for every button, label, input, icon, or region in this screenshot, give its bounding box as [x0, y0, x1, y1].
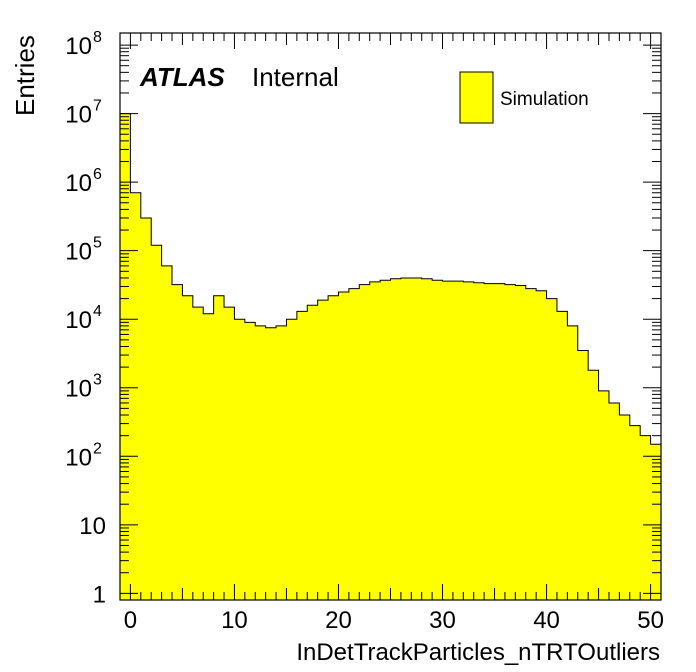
histogram-bar: [452, 281, 464, 600]
y-tick-label: 10 8: [65, 29, 102, 60]
y-tick-base: 10: [65, 239, 92, 266]
histogram-bar: [307, 305, 319, 600]
y-tick-base: 10: [65, 102, 92, 129]
histogram-bar: [151, 245, 163, 600]
histogram-outline: [120, 113, 661, 445]
y-tick-base: 10: [65, 376, 92, 403]
y-tick-exponent: 7: [93, 98, 102, 115]
y-tick-exponent: 3: [93, 372, 102, 389]
x-tick-label: 30: [429, 607, 456, 634]
histogram-bar: [484, 283, 495, 600]
histogram-bar: [328, 295, 339, 600]
x-axis-tick-labels: 0 10 20 30 40 50: [124, 607, 664, 634]
histogram-bar: [369, 281, 381, 600]
y-tick-base: 10: [65, 33, 92, 60]
internal-label: Internal: [252, 62, 339, 92]
histogram-bar: [546, 298, 558, 600]
y-tick-label: 10 2: [65, 440, 102, 471]
histogram-bar: [172, 284, 183, 600]
y-tick-label: 10 7: [65, 98, 102, 129]
histogram-bar: [140, 217, 152, 601]
x-axis-ticks: [129, 33, 652, 600]
histogram-bar: [442, 281, 454, 600]
histogram-bar: [286, 319, 298, 600]
histogram-bar: [463, 281, 475, 600]
y-tick-exponent: 2: [93, 440, 102, 457]
histogram-bar: [556, 311, 568, 600]
histogram-bar: [494, 283, 506, 600]
histogram-bar: [234, 319, 246, 600]
histogram-bar: [504, 284, 516, 600]
histogram-bar: [380, 280, 391, 600]
x-tick-label: 20: [325, 607, 352, 634]
x-tick-label: 0: [124, 607, 137, 634]
histogram-bar: [577, 350, 589, 600]
y-tick-base: 10: [65, 444, 92, 471]
y-tick-base: 10: [65, 170, 92, 197]
histogram-bar: [120, 113, 131, 601]
y-tick-exponent: 8: [93, 29, 102, 46]
y-tick-label: 10 4: [65, 303, 102, 334]
histogram-bar: [536, 290, 547, 600]
y-axis-label: Entries: [10, 35, 40, 116]
histogram-bar: [390, 278, 402, 600]
x-tick-label: 10: [221, 607, 248, 634]
y-tick-label: 10 6: [65, 166, 102, 197]
y-tick-exponent: 5: [93, 235, 102, 252]
legend-label-simulation: Simulation: [500, 89, 589, 110]
legend: Simulation: [459, 71, 589, 124]
y-tick-base: 10: [79, 513, 106, 540]
y-tick-exponent: 4: [93, 303, 102, 320]
histogram-bar: [432, 280, 443, 600]
legend-swatch-simulation: [459, 71, 494, 124]
histogram-bar: [411, 277, 423, 600]
histogram-bar: [296, 311, 308, 600]
y-tick-base: 10: [65, 307, 92, 334]
y-tick-exponent: 6: [93, 166, 102, 183]
x-tick-label: 40: [533, 607, 560, 634]
atlas-label: ATLAS: [139, 62, 225, 92]
histogram-bar: [421, 278, 433, 600]
histogram-bar: [213, 295, 225, 600]
histogram-bar: [203, 313, 215, 600]
histogram-bar: [525, 288, 537, 600]
histogram-bar: [224, 307, 235, 600]
atlas-annotation: ATLAS Internal: [139, 62, 339, 92]
x-axis-label: InDetTrackParticles_nTRTOutliers: [296, 639, 660, 666]
histogram-bar: [348, 288, 360, 600]
histogram-bar: [650, 444, 662, 600]
x-tick-label: 50: [637, 607, 664, 634]
histogram-bar: [629, 425, 641, 600]
histogram-bar: [265, 327, 277, 600]
histogram-bar: [255, 325, 267, 600]
histogram-bar: [598, 390, 610, 600]
histogram-bar: [161, 265, 173, 600]
y-tick-base: 1: [93, 581, 106, 608]
histogram-bar: [244, 322, 256, 600]
histogram-bar: [359, 284, 371, 600]
histogram-bar: [567, 325, 579, 600]
histogram-bar: [400, 277, 412, 600]
y-tick-label: 10: [79, 513, 106, 540]
histogram-bar: [130, 192, 142, 601]
histogram-bar: [608, 402, 620, 600]
histogram-bar: [619, 415, 631, 600]
histogram-bar: [192, 307, 204, 600]
y-tick-label: 10 3: [65, 372, 102, 403]
y-tick-label: 10 5: [65, 235, 102, 266]
histogram-bar: [515, 285, 527, 600]
y-tick-label: 1: [93, 581, 106, 608]
histogram-bar: [182, 295, 194, 600]
histogram-bar: [640, 435, 651, 600]
histogram-bar: [473, 282, 485, 600]
histogram-bar: [338, 291, 350, 600]
histogram-bars: [120, 113, 662, 601]
y-axis-ticks: [120, 44, 661, 594]
histogram-bar: [276, 325, 287, 600]
histogram-bar: [317, 300, 329, 600]
histogram-bar: [588, 370, 599, 600]
